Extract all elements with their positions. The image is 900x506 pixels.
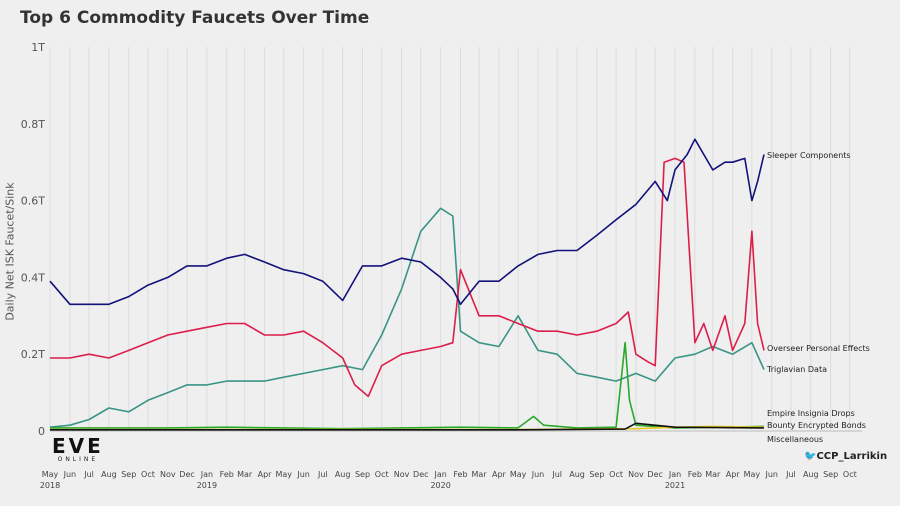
x-tick-month: Nov	[628, 470, 644, 479]
x-tick-month: Aug	[569, 470, 585, 479]
series-labels: Sleeper Components Overseer Personal Effe…	[766, 151, 870, 444]
x-tick-month: Apr	[726, 470, 741, 479]
x-tick-month: Jan	[668, 470, 681, 479]
y-axis-ticks: 0 0.2T 0.4T 0.6T 0.8T 1T	[21, 41, 45, 438]
x-tick-month: Aug	[803, 470, 819, 479]
series-line-empire-insignia-drops	[50, 341, 765, 430]
x-tick-month: Jul	[83, 470, 94, 479]
x-tick-month: Jul	[317, 470, 328, 479]
x-tick-month: Dec	[647, 470, 662, 479]
x-tick-month: May	[744, 470, 761, 479]
x-tick-month: Jul	[785, 470, 796, 479]
series-line-triglavian-data	[49, 207, 765, 428]
x-tick-month: Oct	[843, 470, 857, 479]
x-tick-month: Oct	[375, 470, 389, 479]
x-tick-month: Aug	[101, 470, 117, 479]
x-tick-month: Sep	[121, 470, 136, 479]
series-label: Overseer Personal Effects	[767, 344, 870, 353]
x-tick-month: Mar	[705, 470, 721, 479]
y-tick-label: 0.4T	[21, 271, 45, 284]
y-tick-label: 0	[38, 425, 45, 438]
x-tick-month: Aug	[335, 470, 351, 479]
x-tick-month: Jun	[764, 470, 778, 479]
x-tick-month: Feb	[220, 470, 234, 479]
x-tick-month: Jul	[551, 470, 562, 479]
x-tick-month: Jun	[531, 470, 545, 479]
series-label: Bounty Encrypted Bonds	[767, 421, 866, 430]
x-tick-year: 2018	[40, 481, 60, 490]
eve-online-logo: EVE ONLINE	[52, 436, 104, 463]
x-tick-year: 2021	[665, 481, 685, 490]
credit-handle: CCP_Larrikin	[816, 451, 888, 462]
series-label: Empire Insignia Drops	[767, 409, 855, 418]
twitter-bird-icon: 🐦	[804, 451, 817, 462]
x-tick-month: Sep	[355, 470, 370, 479]
x-tick-month: Oct	[141, 470, 155, 479]
x-tick-month: Dec	[179, 470, 194, 479]
y-tick-label: 0.2T	[21, 348, 45, 361]
x-tick-month: May	[510, 470, 527, 479]
x-tick-month: Mar	[237, 470, 253, 479]
x-tick-month: Sep	[589, 470, 604, 479]
x-tick-month: Apr	[258, 470, 273, 479]
x-tick-month: Jan	[200, 470, 213, 479]
x-tick-month: Dec	[413, 470, 428, 479]
series-line-sleeper-components	[49, 138, 765, 306]
x-tick-year: 2019	[197, 481, 217, 490]
grid-lines	[49, 47, 862, 432]
y-tick-label: 0.8T	[21, 118, 45, 131]
x-tick-month: Nov	[160, 470, 176, 479]
x-tick-month: Sep	[823, 470, 838, 479]
series-line-overseer-personal-effects	[50, 157, 765, 398]
series-label: Miscellaneous	[767, 435, 823, 444]
x-tick-month: May	[42, 470, 59, 479]
series-label: Sleeper Components	[767, 151, 851, 160]
series-lines	[49, 138, 765, 431]
x-tick-month: Mar	[472, 470, 488, 479]
x-tick-month: Feb	[688, 470, 702, 479]
twitter-credit: 🐦CCP_Larrikin	[804, 451, 887, 462]
series-line-miscellaneous	[50, 422, 765, 431]
x-tick-month: Nov	[394, 470, 410, 479]
x-tick-year: 2020	[430, 481, 450, 490]
x-tick-month: Jun	[296, 470, 310, 479]
x-tick-month: Jun	[63, 470, 77, 479]
x-tick-month: May	[275, 470, 292, 479]
series-label: Triglavian Data	[766, 365, 827, 374]
x-tick-month: Jan	[433, 470, 446, 479]
y-tick-label: 1T	[31, 41, 45, 54]
y-tick-label: 0.6T	[21, 195, 45, 208]
x-tick-month: Feb	[453, 470, 467, 479]
logo-text: EVE	[52, 434, 104, 458]
x-tick-month: Apr	[492, 470, 507, 479]
x-tick-month: Oct	[609, 470, 623, 479]
chart-title: Top 6 Commodity Faucets Over Time	[20, 8, 370, 28]
logo-subtext: ONLINE	[57, 456, 99, 463]
